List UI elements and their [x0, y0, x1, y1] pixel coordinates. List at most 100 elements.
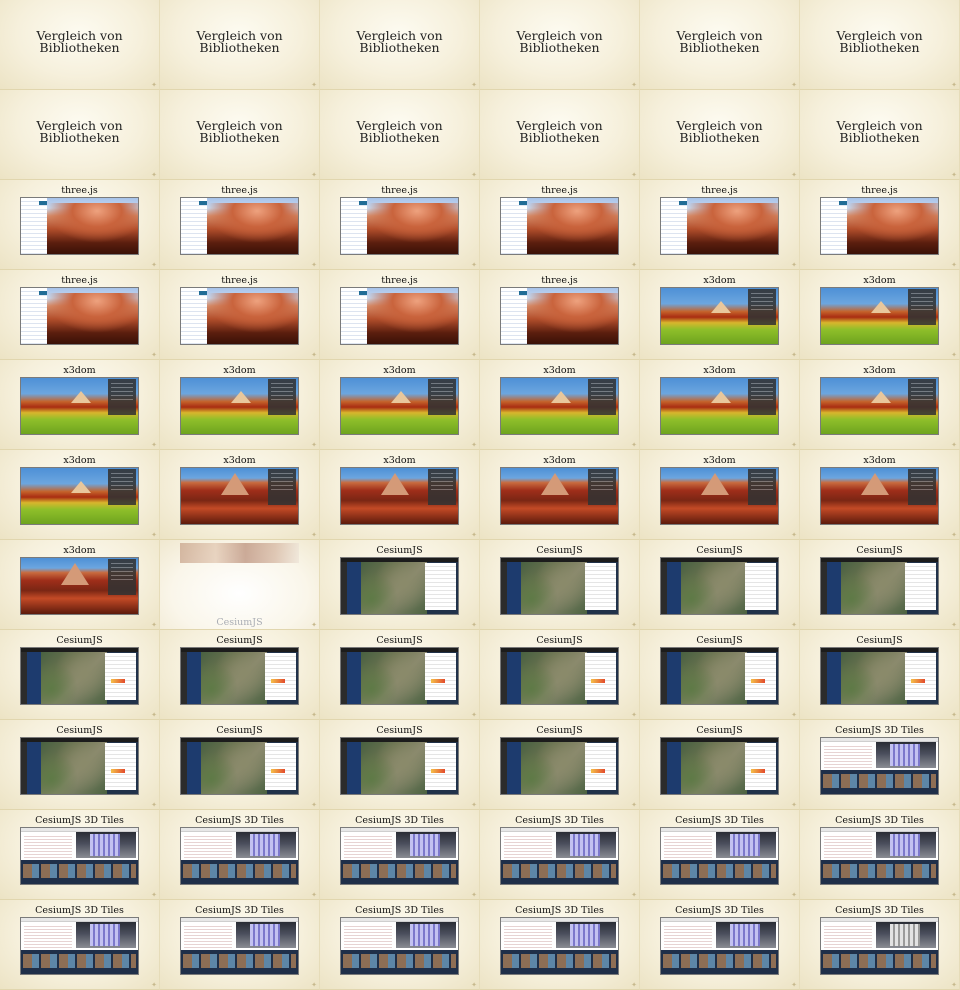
slide-title: CesiumJS	[856, 635, 903, 646]
slide-thumbnail[interactable]: CesiumJS ✦	[640, 630, 800, 720]
ornament-icon: ✦	[951, 801, 957, 809]
slide-thumbnail[interactable]: three.js ✦	[160, 180, 320, 270]
slide-thumbnail[interactable]: x3dom ✦	[800, 270, 960, 360]
slide-title: CesiumJS	[536, 545, 583, 556]
slide-thumbnail[interactable]: Vergleich von Bibliotheken ✦	[320, 90, 480, 180]
sidebar	[341, 742, 347, 794]
slide-thumbnail[interactable]: CesiumJS ✦	[800, 630, 960, 720]
slide-title: x3dom	[703, 455, 736, 466]
slide-thumbnail[interactable]: CesiumJS ✦	[160, 540, 320, 630]
sea-area	[507, 562, 521, 614]
screenshot-image	[20, 647, 139, 705]
slide-thumbnail[interactable]: Vergleich von Bibliotheken ✦	[480, 0, 640, 90]
slide-thumbnail[interactable]: x3dom ✦	[800, 450, 960, 540]
slide-thumbnail[interactable]: CesiumJS ✦	[0, 720, 160, 810]
slide-thumbnail[interactable]: Vergleich von Bibliotheken ✦	[160, 90, 320, 180]
slide-thumbnail[interactable]: CesiumJS ✦	[320, 720, 480, 810]
sidebar	[501, 562, 507, 614]
slide-thumbnail[interactable]: x3dom ✦	[160, 450, 320, 540]
sidebar	[181, 742, 187, 794]
browser-bar	[341, 918, 458, 922]
slide-thumbnail[interactable]: Vergleich von Bibliotheken ✦	[480, 90, 640, 180]
slide-title: CesiumJS	[696, 545, 743, 556]
slide-thumbnail[interactable]: CesiumJS ✦	[320, 540, 480, 630]
ornament-icon: ✦	[311, 441, 317, 449]
slide-thumbnail[interactable]: CesiumJS ✦	[160, 720, 320, 810]
slide-thumbnail[interactable]: Vergleich von Bibliotheken ✦	[800, 0, 960, 90]
ornament-icon: ✦	[631, 351, 637, 359]
ornament-icon: ✦	[151, 261, 157, 269]
slide-title: CesiumJS 3D Tiles	[835, 905, 924, 916]
ornament-icon: ✦	[791, 621, 797, 629]
slide-thumbnail[interactable]: CesiumJS 3D Tiles ✦	[800, 720, 960, 810]
slide-thumbnail[interactable]: x3dom ✦	[640, 360, 800, 450]
screenshot-image	[500, 737, 619, 795]
slide-thumbnail[interactable]: Vergleich von Bibliotheken ✦	[320, 0, 480, 90]
slide-thumbnail[interactable]: CesiumJS 3D Tiles ✦	[160, 810, 320, 900]
slide-thumbnail[interactable]: CesiumJS ✦	[800, 540, 960, 630]
slide-thumbnail[interactable]: CesiumJS 3D Tiles ✦	[320, 900, 480, 990]
slide-thumbnail[interactable]: CesiumJS ✦	[480, 720, 640, 810]
slide-thumbnail[interactable]: CesiumJS 3D Tiles ✦	[160, 900, 320, 990]
slide-thumbnail[interactable]: x3dom ✦	[0, 540, 160, 630]
info-panel	[585, 653, 616, 700]
slide-thumbnail[interactable]: Vergleich von Bibliotheken ✦	[800, 90, 960, 180]
thumbnail-strip	[21, 950, 138, 974]
slide-thumbnail[interactable]: x3dom ✦	[320, 360, 480, 450]
slide-thumbnail[interactable]: three.js ✦	[320, 270, 480, 360]
screenshot-image	[660, 377, 779, 435]
tag	[679, 201, 687, 205]
slide-thumbnail[interactable]: x3dom ✦	[800, 360, 960, 450]
browser-bar	[21, 828, 138, 832]
slide-thumbnail[interactable]: x3dom ✦	[640, 450, 800, 540]
slide-thumbnail[interactable]: Vergleich von Bibliotheken ✦	[160, 0, 320, 90]
slide-thumbnail[interactable]: x3dom ✦	[640, 270, 800, 360]
slide-thumbnail[interactable]: CesiumJS 3D Tiles ✦	[0, 900, 160, 990]
slide-thumbnail[interactable]: three.js ✦	[320, 180, 480, 270]
slide-title: three.js	[861, 185, 898, 196]
slide-thumbnail[interactable]: three.js ✦	[480, 180, 640, 270]
slide-thumbnail[interactable]: CesiumJS 3D Tiles ✦	[320, 810, 480, 900]
slide-thumbnail[interactable]: CesiumJS 3D Tiles ✦	[480, 900, 640, 990]
slide-thumbnail[interactable]: CesiumJS ✦	[640, 540, 800, 630]
slide-thumbnail[interactable]: CesiumJS 3D Tiles ✦	[480, 810, 640, 900]
slide-thumbnail[interactable]: x3dom ✦	[480, 360, 640, 450]
slide-thumbnail[interactable]: Vergleich von Bibliotheken ✦	[640, 90, 800, 180]
slide-thumbnail[interactable]: x3dom ✦	[0, 450, 160, 540]
slide-thumbnail[interactable]: Vergleich von Bibliotheken ✦	[0, 0, 160, 90]
slide-thumbnail[interactable]: CesiumJS ✦	[480, 540, 640, 630]
control-panel	[341, 288, 368, 344]
slide-thumbnail[interactable]: CesiumJS ✦	[640, 720, 800, 810]
screenshot-image	[340, 557, 459, 615]
slide-thumbnail[interactable]: x3dom ✦	[0, 360, 160, 450]
slide-title: x3dom	[543, 365, 576, 376]
slide-thumbnail[interactable]: three.js ✦	[0, 270, 160, 360]
slide-thumbnail[interactable]: CesiumJS ✦	[160, 630, 320, 720]
slide-thumbnail[interactable]: three.js ✦	[160, 270, 320, 360]
slide-thumbnail[interactable]: three.js ✦	[480, 270, 640, 360]
slide-thumbnail[interactable]: CesiumJS ✦	[320, 630, 480, 720]
slide-thumbnail[interactable]: three.js ✦	[800, 180, 960, 270]
slide-thumbnail[interactable]: CesiumJS ✦	[0, 630, 160, 720]
slide-thumbnail[interactable]: Vergleich von Bibliotheken ✦	[0, 90, 160, 180]
ornament-icon: ✦	[151, 81, 157, 89]
terrain-ridge	[847, 203, 938, 243]
slide-thumbnail[interactable]: CesiumJS 3D Tiles ✦	[640, 810, 800, 900]
stats-overlay	[748, 289, 776, 325]
slide-thumbnail[interactable]: x3dom ✦	[320, 450, 480, 540]
slide-thumbnail[interactable]: CesiumJS 3D Tiles ✦	[0, 810, 160, 900]
slide-thumbnail[interactable]: x3dom ✦	[480, 450, 640, 540]
slide-thumbnail[interactable]: three.js ✦	[0, 180, 160, 270]
slide-thumbnail[interactable]: CesiumJS 3D Tiles ✦	[800, 810, 960, 900]
screenshot-image	[340, 647, 459, 705]
slide-thumbnail[interactable]: CesiumJS 3D Tiles ✦	[640, 900, 800, 990]
terrain-ridge	[367, 293, 458, 333]
slide-thumbnail[interactable]: x3dom ✦	[160, 360, 320, 450]
toolbar	[181, 648, 298, 652]
slide-thumbnail[interactable]: CesiumJS 3D Tiles ✦	[800, 900, 960, 990]
slide-thumbnail[interactable]: CesiumJS ✦	[480, 630, 640, 720]
screenshot-image	[180, 377, 299, 435]
ornament-icon: ✦	[791, 801, 797, 809]
slide-thumbnail[interactable]: Vergleich von Bibliotheken ✦	[640, 0, 800, 90]
slide-thumbnail[interactable]: three.js ✦	[640, 180, 800, 270]
